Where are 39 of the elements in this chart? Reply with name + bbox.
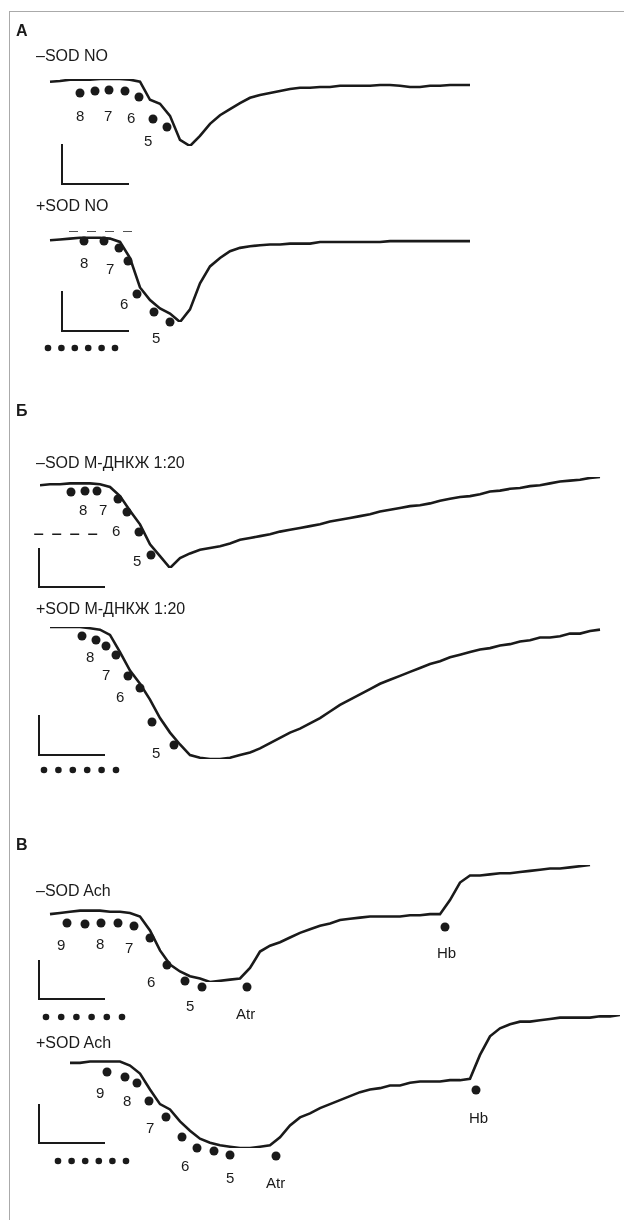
- text: А: [16, 22, 28, 39]
- text: 6: [181, 1157, 190, 1174]
- text: 5: [226, 1169, 235, 1186]
- annotation: 6: [112, 522, 121, 539]
- annotation: 7: [104, 107, 113, 124]
- annotation: Hb: [469, 1109, 489, 1126]
- annotation: 8: [96, 935, 105, 952]
- chart-title: –SOD NO: [36, 46, 109, 64]
- text: Atr: [266, 1174, 286, 1191]
- annotation: 7: [102, 666, 111, 683]
- annotation: 8: [76, 107, 85, 124]
- annotation: 7: [146, 1119, 155, 1136]
- annotation: 9: [57, 936, 66, 953]
- annotation: Atr: [236, 1005, 256, 1022]
- annotation: 6: [116, 688, 125, 705]
- annotation: 9: [96, 1084, 105, 1101]
- chart-title: –SOD М-ДНКЖ 1:20: [36, 453, 185, 471]
- annotation: Hb: [437, 944, 457, 961]
- annotation: 6: [120, 295, 129, 312]
- annotation: 5: [152, 744, 161, 761]
- text: В: [16, 836, 28, 853]
- annotation: 8: [86, 648, 95, 665]
- annotation: 5: [144, 132, 153, 149]
- annotation: 8: [80, 254, 89, 271]
- annotation: 8: [79, 501, 88, 518]
- text: –SOD Ach: [36, 881, 111, 899]
- annotation: 6: [147, 973, 156, 990]
- annotation: 8: [123, 1092, 132, 1109]
- annotation: 7: [99, 501, 108, 518]
- annotation: 7: [125, 939, 134, 956]
- chart-title: +SOD М-ДНКЖ 1:20: [36, 599, 186, 617]
- chart-title: +SOD NO: [36, 196, 109, 214]
- text: 5: [152, 329, 161, 346]
- annotation: 7: [106, 260, 115, 277]
- text: Б: [16, 402, 28, 419]
- annotation: 6: [127, 109, 136, 126]
- text: +SOD Ach: [36, 1033, 112, 1051]
- text: 5: [186, 997, 195, 1014]
- annotation: 5: [133, 552, 142, 569]
